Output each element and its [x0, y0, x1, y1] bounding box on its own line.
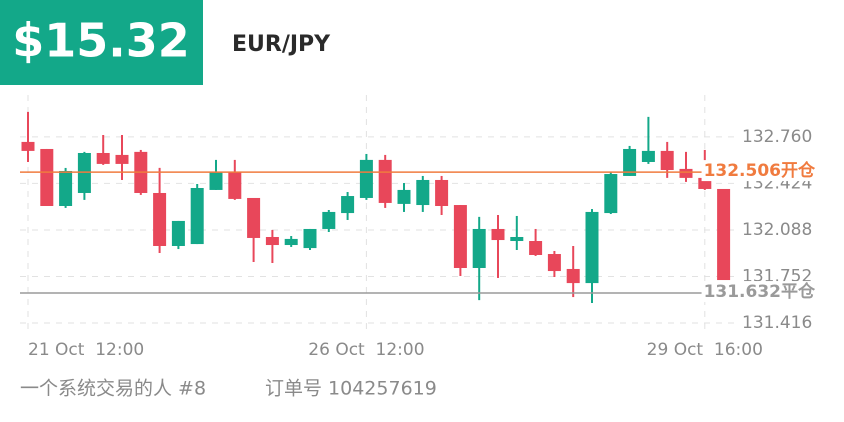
candle-body	[641, 150, 655, 162]
y-tick-label: 131.416	[742, 313, 812, 333]
candle-body	[171, 220, 185, 246]
candle-body	[59, 170, 73, 206]
candle-body	[96, 152, 110, 164]
candle-body	[660, 150, 674, 171]
candle-body	[397, 189, 411, 204]
candle-body	[491, 228, 505, 241]
candle-body	[77, 152, 91, 193]
order-number: 订单号 104257619	[265, 378, 437, 400]
y-tick-label: 132.760	[742, 127, 812, 147]
symbol: EUR/JPY	[232, 32, 331, 57]
position-label-bg	[701, 281, 818, 303]
candle-body	[303, 228, 317, 249]
candle-body	[378, 159, 392, 203]
candle-body	[510, 236, 524, 242]
author: 一个系统交易的人 #8	[20, 378, 206, 400]
candle-body	[265, 236, 279, 246]
candle-body	[247, 197, 261, 238]
candle-body	[322, 211, 336, 229]
candle-body	[115, 154, 129, 164]
candle-body	[341, 196, 355, 214]
candle-body	[284, 238, 298, 246]
candle-body	[21, 141, 35, 151]
y-tick-label: 132.088	[742, 220, 812, 240]
candle-body	[604, 174, 618, 214]
x-tick-label: 29 Oct 16:00	[647, 340, 763, 360]
candle-body	[416, 179, 430, 206]
price: $15.32	[12, 14, 190, 68]
price-badge	[0, 0, 203, 85]
candle-body	[472, 228, 486, 268]
candle-body	[228, 171, 242, 199]
candle-body	[153, 192, 167, 246]
candle-body	[585, 211, 599, 284]
candle-body	[717, 188, 731, 281]
candle-body	[453, 205, 467, 268]
candle-body	[435, 179, 449, 206]
candle-body	[209, 171, 223, 190]
candle-body	[566, 268, 580, 284]
candle-body	[547, 254, 561, 272]
candle-body	[623, 148, 637, 176]
position-label: 132.506开仓	[704, 160, 816, 181]
candle-body	[40, 148, 54, 206]
candle-body	[679, 168, 693, 178]
candle-body	[529, 241, 543, 255]
x-tick-label: 26 Oct 12:00	[308, 340, 424, 360]
position-label: 131.632平仓	[704, 281, 816, 302]
candle-body	[190, 188, 204, 245]
candle-body	[698, 177, 712, 189]
position-label-bg	[701, 160, 818, 182]
x-tick-label: 21 Oct 12:00	[28, 340, 144, 360]
candle-body	[359, 159, 373, 198]
